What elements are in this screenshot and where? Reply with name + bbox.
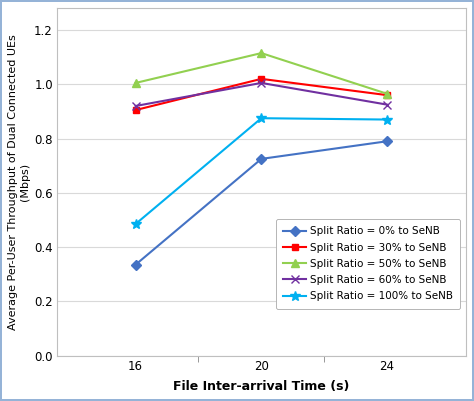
Split Ratio = 30% to SeNB (133, 107, 138, 112)
Split Ratio = 100% to SeNB (258, 116, 264, 121)
Split Ratio = 50% to SeNB (384, 91, 390, 96)
Line: Split Ratio = 100% to SeNB: Split Ratio = 100% to SeNB (131, 113, 392, 229)
Line: Split Ratio = 0% to SeNB: Split Ratio = 0% to SeNB (132, 138, 391, 268)
Split Ratio = 100% to SeNB (133, 222, 138, 227)
X-axis label: File Inter-arrival Time (s): File Inter-arrival Time (s) (173, 380, 349, 393)
Line: Split Ratio = 30% to SeNB: Split Ratio = 30% to SeNB (132, 75, 391, 113)
Split Ratio = 60% to SeNB (133, 103, 138, 108)
Split Ratio = 60% to SeNB (258, 81, 264, 85)
Split Ratio = 50% to SeNB (258, 51, 264, 55)
Split Ratio = 50% to SeNB (133, 81, 138, 85)
Split Ratio = 30% to SeNB (384, 93, 390, 97)
Split Ratio = 0% to SeNB (384, 139, 390, 144)
Split Ratio = 100% to SeNB (384, 117, 390, 122)
Line: Split Ratio = 50% to SeNB: Split Ratio = 50% to SeNB (131, 49, 391, 98)
Split Ratio = 0% to SeNB (133, 262, 138, 267)
Y-axis label: Average Per-User Throughput of Dual Connected UEs
(Mbps): Average Per-User Throughput of Dual Conn… (9, 34, 30, 330)
Split Ratio = 0% to SeNB (258, 156, 264, 161)
Legend: Split Ratio = 0% to SeNB, Split Ratio = 30% to SeNB, Split Ratio = 50% to SeNB, : Split Ratio = 0% to SeNB, Split Ratio = … (276, 219, 460, 309)
Line: Split Ratio = 60% to SeNB: Split Ratio = 60% to SeNB (131, 79, 391, 110)
Split Ratio = 30% to SeNB (258, 77, 264, 81)
Split Ratio = 60% to SeNB (384, 102, 390, 107)
